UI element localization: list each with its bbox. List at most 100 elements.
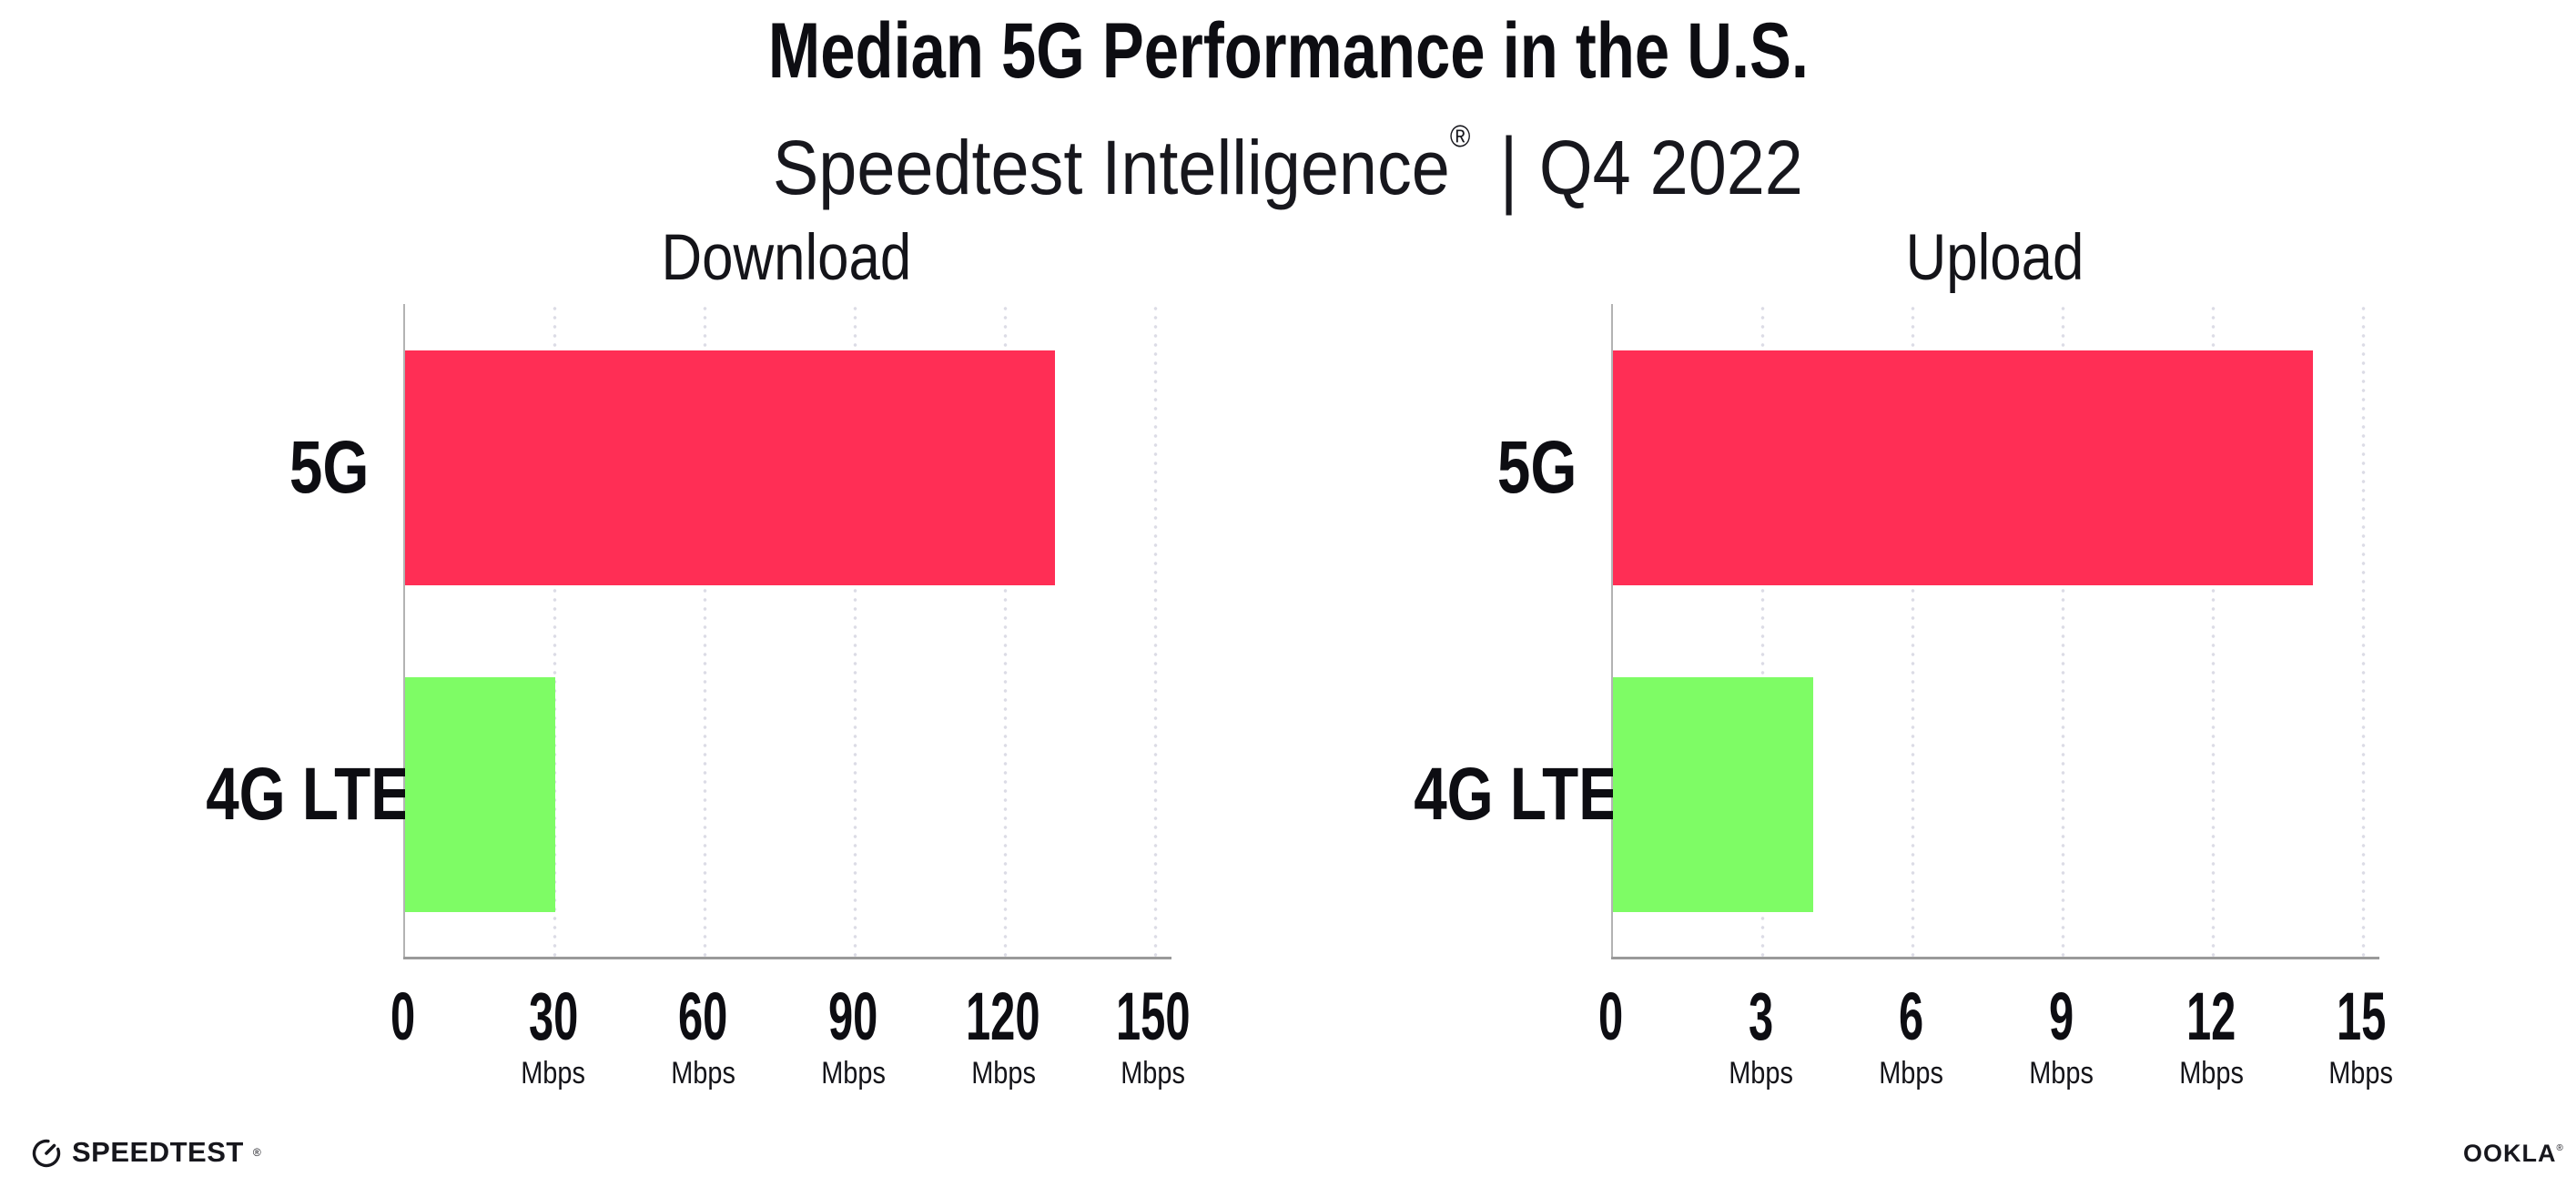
registered-mark: ®	[1449, 119, 1473, 154]
x-tick-unit: Mbps	[472, 1056, 635, 1090]
x-tick-unit: Mbps	[622, 1056, 786, 1090]
x-tick-value: 3	[1679, 983, 1843, 1050]
x-tick-unit-text: Mbps	[1121, 1056, 1186, 1090]
x-tick-value: 120	[921, 983, 1085, 1050]
x-tick-unit-text: Mbps	[1729, 1056, 1794, 1090]
x-tick: 0	[321, 983, 485, 1050]
x-tick-value: 9	[1979, 983, 2143, 1050]
x-tick-value: 6	[1830, 983, 1993, 1050]
x-tick-value-text: 30	[528, 979, 578, 1054]
x-tick-unit: Mbps	[921, 1056, 1085, 1090]
subtitle-separator: |	[1499, 119, 1518, 216]
upload-plot-area	[1611, 304, 2379, 958]
x-tick-unit: Mbps	[771, 1056, 935, 1090]
upload-chart: Upload 5G 4G LTE 0 3 Mbps 6 Mbps 9 Mbps 12 Mbps 15 M…	[1363, 218, 2419, 1138]
page-title: Median 5G Performance in the U.S.	[0, 9, 2576, 93]
subtitle-brand: Speedtest Intelligence	[773, 125, 1450, 210]
speedtest-logo-text: SPEEDTEST	[72, 1136, 244, 1168]
x-tick-unit: Mbps	[1679, 1056, 1843, 1090]
category-label: 4G LTE	[1363, 753, 1618, 837]
x-tick-value: 15	[2279, 983, 2443, 1050]
speedtest-gauge-icon	[32, 1139, 61, 1168]
x-tick-value: 0	[321, 983, 485, 1050]
x-tick-value-text: 12	[2186, 979, 2236, 1054]
x-tick-value-text: 6	[1899, 979, 1924, 1054]
x-tick-value-text: 0	[390, 979, 416, 1054]
category-label: 5G	[1363, 426, 1577, 510]
x-tick-value-text: 60	[678, 979, 728, 1054]
x-gridline	[1002, 304, 1008, 958]
ookla-logo: OOKLA®	[2463, 1140, 2563, 1168]
x-tick-unit: Mbps	[1830, 1056, 1993, 1090]
category-label-text: 4G LTE	[206, 752, 411, 836]
speedtest-logo: SPEEDTEST ®	[30, 1136, 261, 1169]
x-tick-value: 12	[2129, 983, 2293, 1050]
x-tick-unit-text: Mbps	[2328, 1056, 2394, 1090]
x-tick: 15 Mbps	[2279, 983, 2443, 1091]
x-gridline	[1911, 304, 1916, 958]
ookla-registered-mark: ®	[2556, 1143, 2563, 1153]
page-subtitle: Speedtest Intelligence® | Q4 2022	[0, 93, 2576, 216]
category-label: 4G LTE	[155, 753, 411, 837]
x-tick-value-text: 9	[2048, 979, 2074, 1054]
x-gridline	[553, 304, 558, 958]
x-axis-line	[1611, 957, 2379, 959]
x-tick-value: 60	[622, 983, 786, 1050]
x-tick: 0	[1529, 983, 1693, 1050]
category-label-text: 5G	[289, 425, 369, 509]
x-tick-unit-text: Mbps	[821, 1056, 886, 1090]
x-tick-value: 30	[472, 983, 635, 1050]
category-label: 5G	[155, 426, 369, 510]
x-tick-value-text: 150	[1116, 979, 1191, 1054]
x-tick-value: 0	[1529, 983, 1693, 1050]
x-tick-value-text: 120	[966, 979, 1040, 1054]
bar-5g	[405, 350, 1056, 585]
x-gridline	[703, 304, 708, 958]
x-tick: 12 Mbps	[2129, 983, 2293, 1091]
category-label-text: 4G LTE	[1414, 752, 1618, 836]
x-tick-value-text: 3	[1749, 979, 1774, 1054]
x-gridline	[1760, 304, 1766, 958]
download-chart: Download 5G 4G LTE 0 30 Mbps 60 Mbps 90 Mbps 120 M…	[155, 218, 1211, 1138]
x-tick-value: 90	[771, 983, 935, 1050]
x-tick-unit-text: Mbps	[671, 1056, 735, 1090]
x-tick-unit: Mbps	[1979, 1056, 2143, 1090]
x-tick-unit-text: Mbps	[2178, 1056, 2244, 1090]
x-tick: 9 Mbps	[1979, 983, 2143, 1091]
page-title-text: Median 5G Performance in the U.S.	[767, 7, 1809, 95]
x-gridline	[1152, 304, 1158, 958]
x-tick-unit: Mbps	[2129, 1056, 2293, 1090]
x-axis-line	[403, 957, 1171, 959]
x-tick-value: 150	[1071, 983, 1235, 1050]
bar-4g-lte	[405, 676, 555, 912]
category-label-text: 5G	[1496, 425, 1577, 509]
x-gridline	[2360, 304, 2366, 958]
x-tick: 30 Mbps	[472, 983, 635, 1091]
x-gridline	[2210, 304, 2216, 958]
download-chart-title: Download	[661, 222, 912, 294]
x-tick: 60 Mbps	[622, 983, 786, 1091]
download-plot-area	[403, 304, 1171, 958]
x-tick-unit: Mbps	[1071, 1056, 1235, 1090]
x-tick-value-text: 0	[1598, 979, 1624, 1054]
bar-4g-lte	[1613, 676, 1813, 912]
x-tick: 90 Mbps	[771, 983, 935, 1091]
x-gridline	[852, 304, 857, 958]
speedtest-registered-mark: ®	[252, 1146, 261, 1159]
ookla-logo-text: OOKLA	[2463, 1140, 2557, 1167]
x-tick-unit: Mbps	[2279, 1056, 2443, 1090]
x-tick: 150 Mbps	[1071, 983, 1235, 1091]
x-tick-unit-text: Mbps	[521, 1056, 586, 1090]
x-tick-value-text: 15	[2336, 979, 2387, 1054]
bar-5g	[1613, 350, 2314, 585]
x-tick: 120 Mbps	[921, 983, 1085, 1091]
upload-chart-title: Upload	[1905, 222, 2084, 294]
x-tick-unit-text: Mbps	[2029, 1056, 2094, 1090]
subtitle-period: Q4 2022	[1538, 125, 1803, 210]
x-gridline	[2060, 304, 2065, 958]
page-subtitle-text: Speedtest Intelligence® | Q4 2022	[773, 93, 1803, 216]
x-tick-value-text: 90	[828, 979, 878, 1054]
x-tick-unit-text: Mbps	[970, 1056, 1036, 1090]
x-tick-unit-text: Mbps	[1879, 1056, 1943, 1090]
